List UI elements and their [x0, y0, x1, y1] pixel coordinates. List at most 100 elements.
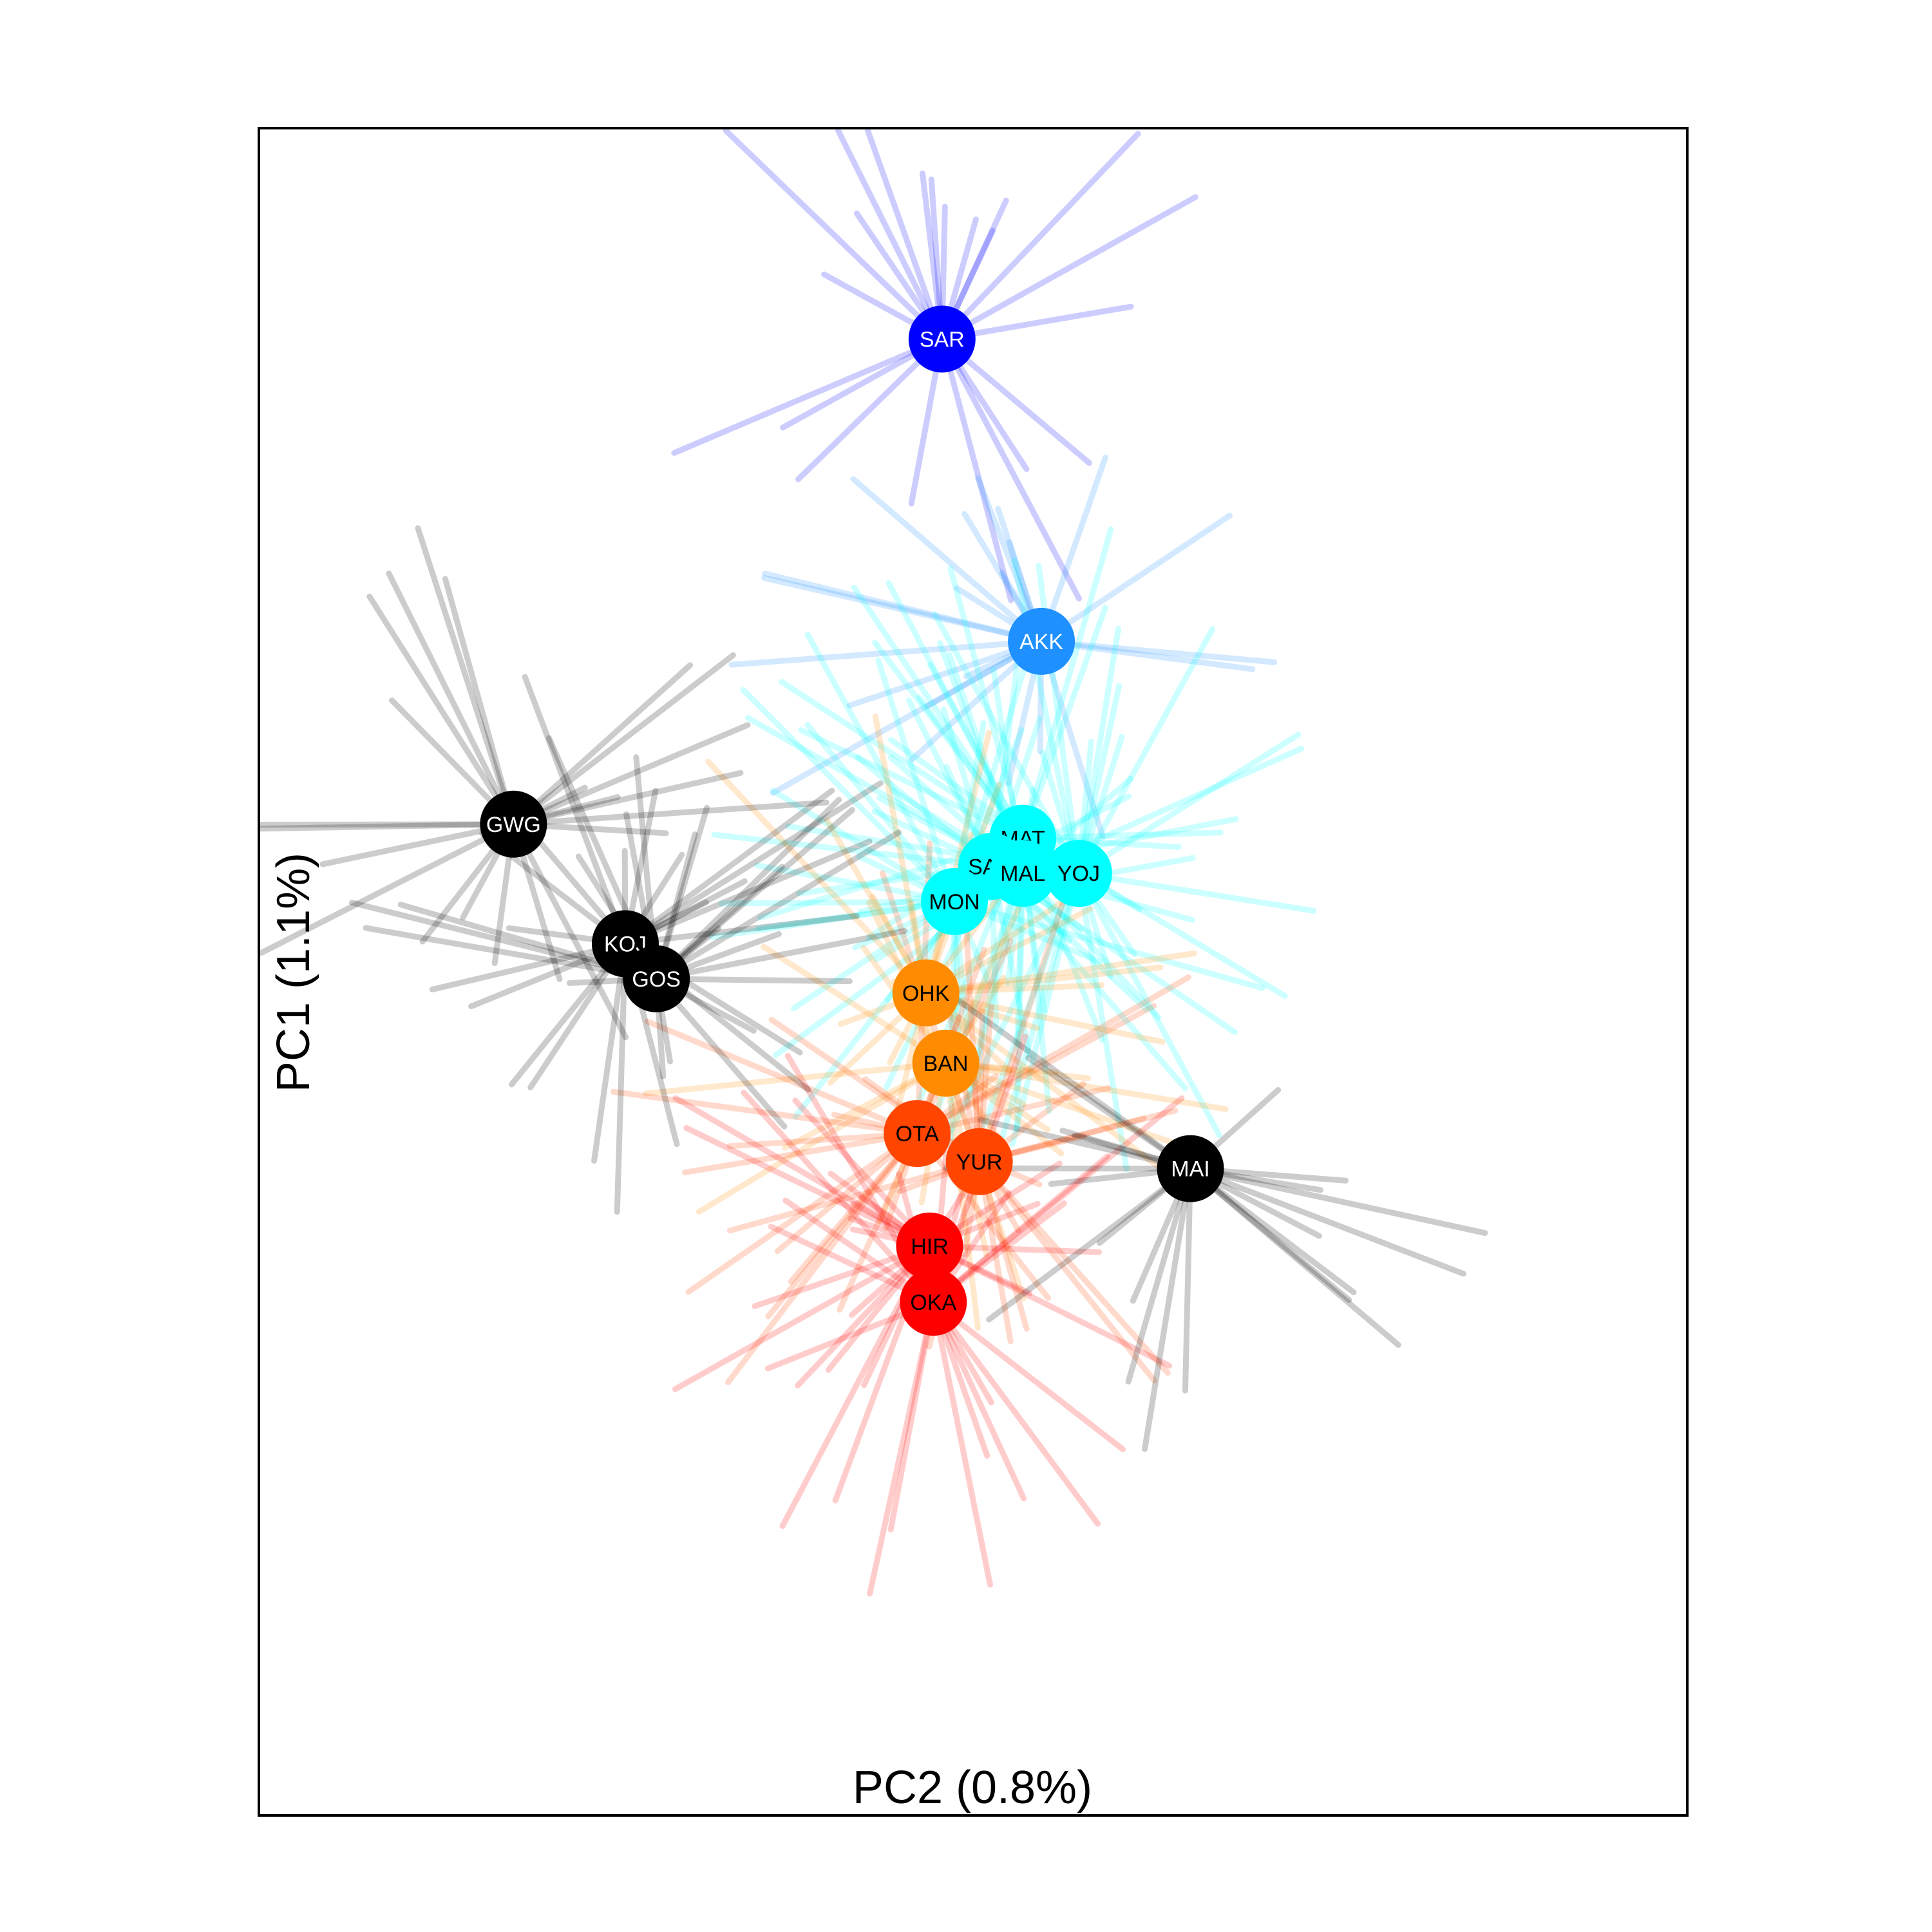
spoke-mai — [986, 1166, 1194, 1323]
spoke-sam — [711, 831, 995, 869]
point-mon — [921, 867, 989, 935]
spoke-gwg — [510, 770, 744, 828]
spoke-yoj — [1075, 870, 1317, 914]
spoke-yur — [963, 918, 983, 1165]
spoke-koj — [522, 674, 629, 947]
spoke-ohk — [923, 730, 992, 996]
spoke-ohk — [923, 950, 1197, 996]
spoke-yoj — [1075, 626, 1216, 876]
spoke-gwg — [258, 821, 516, 956]
point-label-oka: OKA — [910, 1291, 956, 1315]
spoke-gwg — [442, 576, 516, 828]
point-label-ota: OTA — [896, 1122, 940, 1146]
spoke-oka — [930, 1153, 1110, 1305]
point-label-mal: MAL — [1000, 862, 1045, 886]
point-akk — [1008, 607, 1075, 675]
spoke-yoj — [1075, 870, 1222, 1138]
spoke-oka — [867, 1299, 936, 1597]
spoke-yoj — [981, 870, 1082, 1128]
spoke-ota — [644, 1018, 920, 1137]
spoke-ohk — [923, 990, 1166, 1045]
spoke-ota — [914, 1003, 1157, 1137]
spoke-yoj — [1075, 732, 1302, 876]
spoke-akk — [1038, 638, 1256, 672]
spoke-mai — [1188, 1166, 1401, 1348]
point-gwg — [480, 790, 547, 858]
spoke-mai — [1125, 1166, 1194, 1385]
spoke-mal — [972, 870, 1026, 1077]
spoke-mon — [875, 657, 958, 905]
spoke-sar — [939, 336, 1082, 601]
point-label-yur: YUR — [956, 1150, 1003, 1175]
spoke-koj — [591, 940, 629, 1164]
spoke-mon — [708, 898, 958, 940]
spoke-akk — [762, 571, 1045, 645]
spoke-sar — [939, 131, 1141, 342]
spoke-sar — [865, 128, 945, 342]
spoke-sar — [723, 128, 945, 342]
spoke-ban — [943, 1060, 981, 1331]
spoke-koj — [622, 780, 884, 947]
spoke-ota — [725, 1130, 920, 1386]
spoke-mat — [778, 679, 1026, 842]
spoke-gwg — [510, 821, 629, 1041]
spoke-mai — [1188, 1166, 1352, 1303]
spoke-mon — [804, 722, 958, 905]
spoke-akk — [1038, 638, 1106, 840]
spoke-akk — [1038, 638, 1278, 665]
point-label-mon: MON — [929, 890, 980, 914]
point-label-yoj: YOJ — [1057, 862, 1100, 886]
spoke-akk — [761, 574, 1045, 645]
point-yur — [945, 1128, 1013, 1195]
spoke-yur — [976, 1159, 1171, 1376]
spoke-oka — [741, 1090, 936, 1305]
spoke-ohk — [923, 964, 1164, 996]
y-axis-label: PC1 (1.1%) — [268, 853, 319, 1092]
spoke-oka — [930, 1299, 1101, 1527]
point-label-ban: BAN — [923, 1052, 969, 1076]
spoke-ohk — [872, 713, 929, 996]
spoke-gwg — [366, 593, 516, 828]
spoke-akk — [1038, 513, 1233, 645]
spoke-sar — [939, 194, 1198, 342]
spoke-ota — [765, 1130, 920, 1320]
spoke-mai — [1188, 1166, 1466, 1277]
point-ota — [884, 1100, 951, 1168]
spoke-yur — [976, 1108, 1179, 1165]
spoke-akk — [846, 638, 1045, 708]
spoke-mai — [1142, 1166, 1194, 1452]
point-label-hir: HIR — [911, 1235, 949, 1259]
spoke-yoj — [989, 870, 1082, 1175]
spoke-ban — [943, 1060, 1185, 1149]
spoke-mat — [872, 639, 1026, 842]
spoke-sar — [939, 336, 1014, 603]
spoke-mon — [804, 631, 958, 905]
spoke-ban — [760, 943, 949, 1066]
spoke-gos — [653, 829, 902, 982]
point-yoj — [1045, 840, 1112, 907]
spoke-hir — [672, 1095, 933, 1249]
point-gos — [623, 945, 690, 1012]
spoke-ota — [914, 1130, 1052, 1301]
spoke-mat — [798, 726, 1026, 842]
spoke-koj — [622, 788, 835, 947]
spoke-mon — [951, 898, 1265, 991]
point-label-ohk: OHK — [902, 981, 950, 1006]
spoke-ota — [611, 1088, 920, 1137]
spoke-oka — [887, 1299, 936, 1533]
spoke-mon — [718, 898, 958, 907]
spoke-akk — [728, 638, 1045, 668]
spoke-gwg — [258, 821, 516, 828]
spoke-mai — [1182, 1166, 1194, 1394]
population-centroids: SARAKKMATSAMMALYOJMONOHKBANOTAYURHIROKAG… — [480, 305, 1224, 1336]
point-sar — [908, 305, 976, 373]
spoke-mon — [740, 687, 958, 905]
spoke-mai — [939, 985, 1194, 1172]
spoke-oka — [930, 1299, 993, 1588]
spoke-gwg — [386, 571, 516, 828]
spoke-oka — [930, 1299, 1126, 1453]
spoke-ota — [681, 1130, 920, 1176]
spoke-koj — [622, 913, 860, 947]
spoke-ban — [696, 1060, 949, 1215]
